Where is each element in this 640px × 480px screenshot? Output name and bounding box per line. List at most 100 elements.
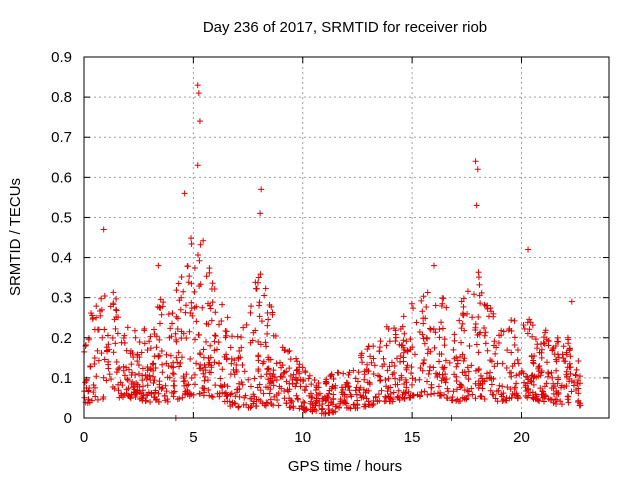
- data-point: [511, 341, 518, 348]
- data-point: [498, 393, 505, 400]
- data-point: [233, 362, 240, 369]
- data-point: [443, 304, 450, 311]
- data-point: [243, 401, 250, 408]
- data-point: [187, 310, 194, 317]
- data-point: [270, 382, 277, 389]
- data-point: [120, 367, 127, 374]
- data-point: [453, 377, 460, 384]
- data-point: [532, 336, 539, 343]
- data-point: [201, 377, 208, 384]
- data-point: [553, 367, 560, 374]
- data-point: [115, 314, 122, 321]
- data-point: [196, 257, 203, 264]
- data-point: [358, 354, 365, 361]
- data-point: [238, 379, 245, 386]
- data-point: [361, 371, 368, 378]
- data-point: [430, 364, 437, 371]
- data-point: [261, 292, 268, 299]
- data-point: [553, 387, 560, 394]
- data-point: [195, 331, 202, 338]
- data-point: [432, 329, 439, 336]
- data-point: [479, 385, 486, 392]
- data-point: [128, 372, 135, 379]
- data-point: [539, 388, 546, 395]
- data-point: [370, 355, 377, 362]
- data-point: [408, 370, 415, 377]
- data-point: [382, 376, 389, 383]
- data-point: [529, 333, 536, 340]
- data-point: [514, 392, 521, 399]
- data-point: [473, 341, 480, 348]
- data-point: [472, 395, 479, 402]
- data-point: [236, 393, 243, 400]
- data-point: [437, 389, 444, 396]
- data-point: [568, 377, 575, 384]
- data-point: [277, 373, 284, 380]
- data-point: [221, 390, 228, 397]
- data-point: [240, 324, 247, 331]
- data-point: [262, 402, 269, 409]
- data-point: [488, 358, 495, 365]
- data-point: [441, 336, 448, 343]
- data-point: [458, 298, 465, 305]
- data-point: [507, 386, 514, 393]
- data-point: [292, 374, 299, 381]
- data-point: [549, 347, 556, 354]
- data-point: [362, 389, 369, 396]
- data-point: [99, 334, 106, 341]
- data-point: [262, 339, 269, 346]
- data-point: [316, 398, 323, 405]
- data-point: [308, 381, 315, 388]
- data-point: [176, 363, 183, 370]
- data-point: [290, 403, 297, 410]
- data-point: [257, 387, 264, 394]
- data-point: [294, 366, 301, 373]
- data-point: [110, 349, 117, 356]
- data-point: [530, 395, 537, 402]
- data-point: [451, 337, 458, 344]
- data-point: [454, 357, 461, 364]
- data-point: [545, 337, 552, 344]
- data-point: [177, 306, 184, 313]
- data-point: [92, 393, 99, 400]
- data-point: [329, 401, 336, 408]
- data-point: [162, 397, 169, 404]
- data-point: [407, 394, 414, 401]
- data-point: [159, 303, 166, 310]
- data-point: [101, 356, 108, 363]
- data-point: [184, 263, 191, 270]
- data-point: [435, 383, 442, 390]
- data-point: [494, 360, 501, 367]
- data-point: [166, 334, 173, 341]
- data-point: [478, 393, 485, 400]
- data-point: [124, 376, 131, 383]
- data-point: [294, 395, 301, 402]
- data-point: [472, 324, 479, 331]
- data-point: [573, 372, 580, 379]
- data-point: [147, 345, 154, 352]
- data-point: [538, 354, 545, 361]
- data-point: [438, 319, 445, 326]
- data-point: [151, 331, 158, 338]
- data-point: [227, 391, 234, 398]
- data-point: [170, 371, 177, 378]
- data-point: [117, 379, 124, 386]
- data-point: [441, 376, 448, 383]
- data-point: [268, 400, 275, 407]
- data-point: [112, 340, 119, 347]
- data-point: [385, 393, 392, 400]
- data-point: [511, 317, 518, 324]
- data-point: [555, 390, 562, 397]
- data-point: [162, 382, 169, 389]
- data-point: [439, 325, 446, 332]
- data-point: [265, 316, 272, 323]
- data-point: [173, 313, 180, 320]
- data-point: [538, 369, 545, 376]
- data-point: [208, 393, 215, 400]
- data-point: [566, 345, 573, 352]
- data-point: [309, 394, 316, 401]
- data-point: [319, 400, 326, 407]
- data-point: [112, 325, 119, 332]
- data-point: [101, 293, 108, 300]
